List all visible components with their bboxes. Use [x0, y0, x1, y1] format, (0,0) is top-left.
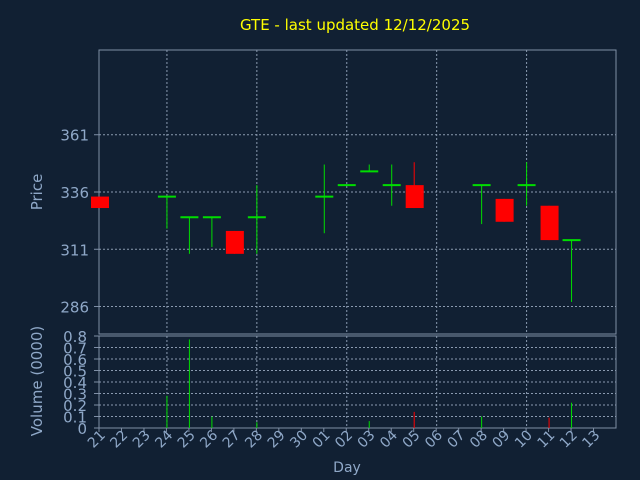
x-tick-label: 10 [512, 428, 536, 452]
x-tick-label: 06 [422, 427, 446, 451]
x-tick-label: 13 [579, 428, 603, 452]
x-tick-label: 11 [534, 428, 558, 452]
candle-body [91, 196, 109, 209]
price-axis-label: Price [28, 174, 46, 211]
x-tick-label: 12 [557, 428, 581, 452]
price-panel-grid [98, 49, 617, 335]
axes: 28631133636100.10.20.30.40.50.60.70.8212… [60, 127, 603, 452]
x-tick-label: 07 [445, 428, 469, 452]
x-tick-label: 24 [152, 427, 176, 451]
x-tick-label: 09 [490, 428, 514, 452]
volume-tick-label: 0 [77, 420, 87, 438]
x-tick-label: 27 [220, 428, 244, 452]
volume-tick-label: 0.8 [63, 328, 87, 346]
chart-title: GTE - last updated 12/12/2025 [240, 16, 470, 34]
candle-body [225, 230, 244, 254]
volume-bars [166, 339, 573, 428]
x-tick-label: 04 [377, 427, 401, 451]
volume-panel-grid [98, 335, 617, 429]
x-tick-label: 02 [332, 428, 356, 452]
x-tick-label: 03 [355, 428, 379, 452]
x-axis-label: Day [333, 460, 361, 476]
volume-tick-label: 0.3 [63, 386, 87, 404]
x-tick-label: 29 [265, 428, 289, 452]
x-tick-label: 22 [107, 428, 131, 452]
x-tick-label: 25 [175, 428, 199, 452]
x-tick-label: 30 [287, 428, 311, 452]
volume-tick-label: 0.5 [63, 363, 87, 381]
x-tick-label: 28 [242, 428, 266, 452]
volume-tick-label: 0.2 [63, 397, 87, 415]
x-tick-label: 08 [467, 428, 491, 452]
price-tick-label: 286 [60, 299, 89, 317]
x-tick-label: 21 [85, 428, 109, 452]
volume-tick-label: 0.1 [63, 409, 87, 427]
candle-body [405, 185, 424, 209]
price-tick-label: 361 [60, 127, 89, 145]
candle-body [540, 205, 559, 241]
candle-body [495, 198, 514, 222]
price-tick-label: 336 [60, 184, 89, 202]
x-tick-label: 23 [130, 428, 154, 452]
x-tick-label: 05 [400, 428, 424, 452]
price-tick-label: 311 [60, 241, 89, 259]
candles [91, 162, 581, 302]
x-tick-label: 01 [310, 428, 334, 452]
volume-tick-label: 0.6 [63, 351, 87, 369]
volume-axis-label: Volume (0000) [28, 326, 46, 436]
x-tick-label: 26 [197, 427, 221, 451]
volume-tick-label: 0.7 [63, 340, 87, 358]
volume-tick-label: 0.4 [63, 374, 87, 392]
